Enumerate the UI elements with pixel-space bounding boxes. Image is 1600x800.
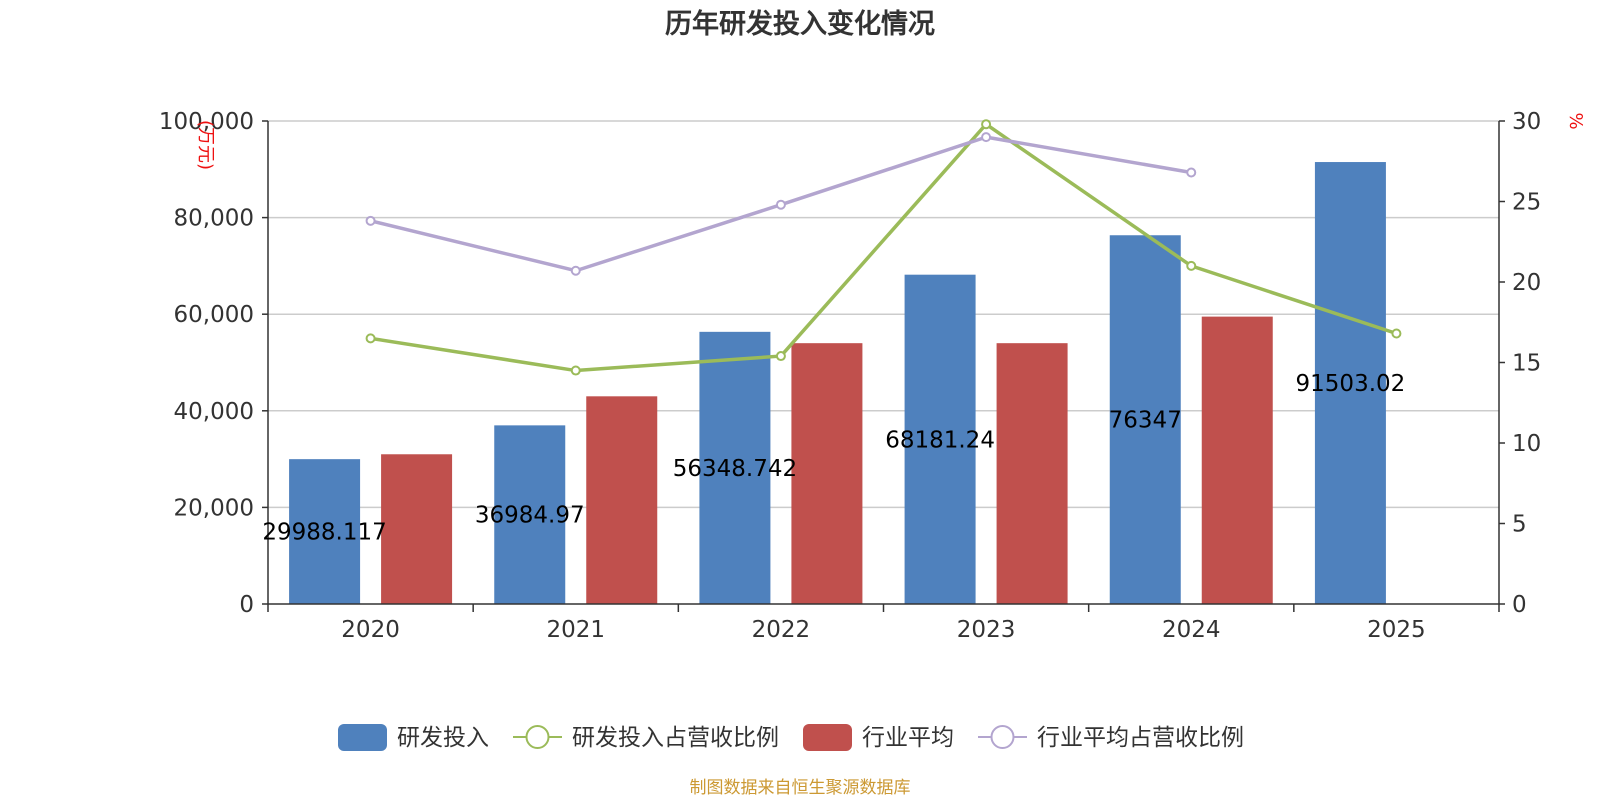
- bar-2-3: [996, 343, 1068, 604]
- x-axis-tick-label: 2021: [546, 617, 605, 643]
- grid-lines: [268, 120, 1499, 509]
- bar-2-2: [791, 343, 863, 604]
- x-axis-tick-label: 2023: [957, 617, 1016, 643]
- line-point-1: [570, 365, 581, 376]
- axes: 0 20,000 40,000 60,000 80,000 100,000 0 5 10 15 20…: [159, 109, 1541, 643]
- left-axis-tick-label: 20,000: [174, 495, 254, 521]
- bar-0-2: [699, 331, 771, 604]
- line-point-1: [365, 333, 376, 344]
- bar-2-1: [586, 396, 658, 604]
- right-axis-tick-label: 15: [1512, 351, 1541, 377]
- legend-label: 研发投入占营收比例: [572, 725, 779, 751]
- bar-0-5: [1314, 162, 1386, 605]
- left-axis-tick-label: 0: [239, 592, 254, 618]
- chart-title: 历年研发投入变化情况: [665, 8, 935, 40]
- line-series: [365, 119, 1402, 376]
- bar-0-1: [494, 425, 566, 604]
- left-axis-tick-label: 80,000: [174, 206, 254, 232]
- right-axis-tick-label: 25: [1512, 190, 1541, 216]
- right-axis-tick-label: 5: [1512, 512, 1527, 538]
- line-point-1: [1391, 328, 1402, 339]
- line-point-3: [1186, 167, 1197, 178]
- right-axis-unit: %: [1565, 112, 1586, 129]
- line-point-1: [1186, 260, 1197, 271]
- bar-0-3: [904, 274, 976, 604]
- right-axis-tick-label: 0: [1512, 592, 1527, 618]
- right-axis-tick-label: 20: [1512, 270, 1541, 296]
- line-point-3: [365, 215, 376, 226]
- line-point-3: [570, 265, 581, 276]
- left-axis-tick-label: 100,000: [159, 109, 254, 135]
- legend-label: 行业平均: [862, 725, 954, 751]
- x-axis-tick-label: 2020: [341, 617, 400, 643]
- legend-swatch-bar: [338, 724, 387, 751]
- bar-data-label: 68181.24: [885, 427, 995, 453]
- right-axis-tick-label: 10: [1512, 431, 1541, 457]
- line-series-1: [370, 122, 1397, 373]
- bar-data-label: 76347: [1109, 408, 1182, 434]
- right-axis-tick-label: 30: [1512, 109, 1541, 135]
- line-point-3: [981, 132, 992, 143]
- bar-0-0: [289, 459, 361, 604]
- legend-label: 行业平均占营收比例: [1037, 725, 1244, 751]
- bar-2-0: [381, 454, 453, 604]
- bar-series: [289, 162, 1386, 605]
- source-note: 制图数据来自恒生聚源数据库: [690, 778, 911, 798]
- left-axis-unit: (万元): [195, 120, 216, 170]
- legend-swatch-marker: [525, 725, 550, 749]
- x-axis-tick-label: 2022: [752, 617, 811, 643]
- data-labels: 29988.117 36984.97 56348.742 68181.24 76347 9…: [262, 371, 1405, 546]
- left-axis-tick-label: 40,000: [174, 399, 254, 425]
- legend-label: 研发投入: [397, 725, 489, 751]
- legend-swatch-bar: [803, 724, 852, 751]
- legend: 研发投入 研发投入占营收比例 行业平均 行业平均占营收比例: [338, 724, 1244, 751]
- bar-data-label: 29988.117: [262, 520, 386, 546]
- left-axis-tick-label: 60,000: [174, 302, 254, 328]
- x-axis-tick-label: 2025: [1367, 617, 1426, 643]
- legend-swatch-marker: [990, 725, 1015, 749]
- x-axis-tick-label: 2024: [1162, 617, 1221, 643]
- line-point-3: [775, 199, 786, 210]
- bar-2-4: [1201, 316, 1273, 604]
- line-point-1: [775, 351, 786, 362]
- bar-data-label: 36984.97: [475, 503, 585, 529]
- bar-data-label: 56348.742: [673, 456, 797, 482]
- bar-data-label: 91503.02: [1296, 371, 1406, 397]
- bar-0-4: [1109, 235, 1181, 604]
- line-point-1: [981, 119, 992, 130]
